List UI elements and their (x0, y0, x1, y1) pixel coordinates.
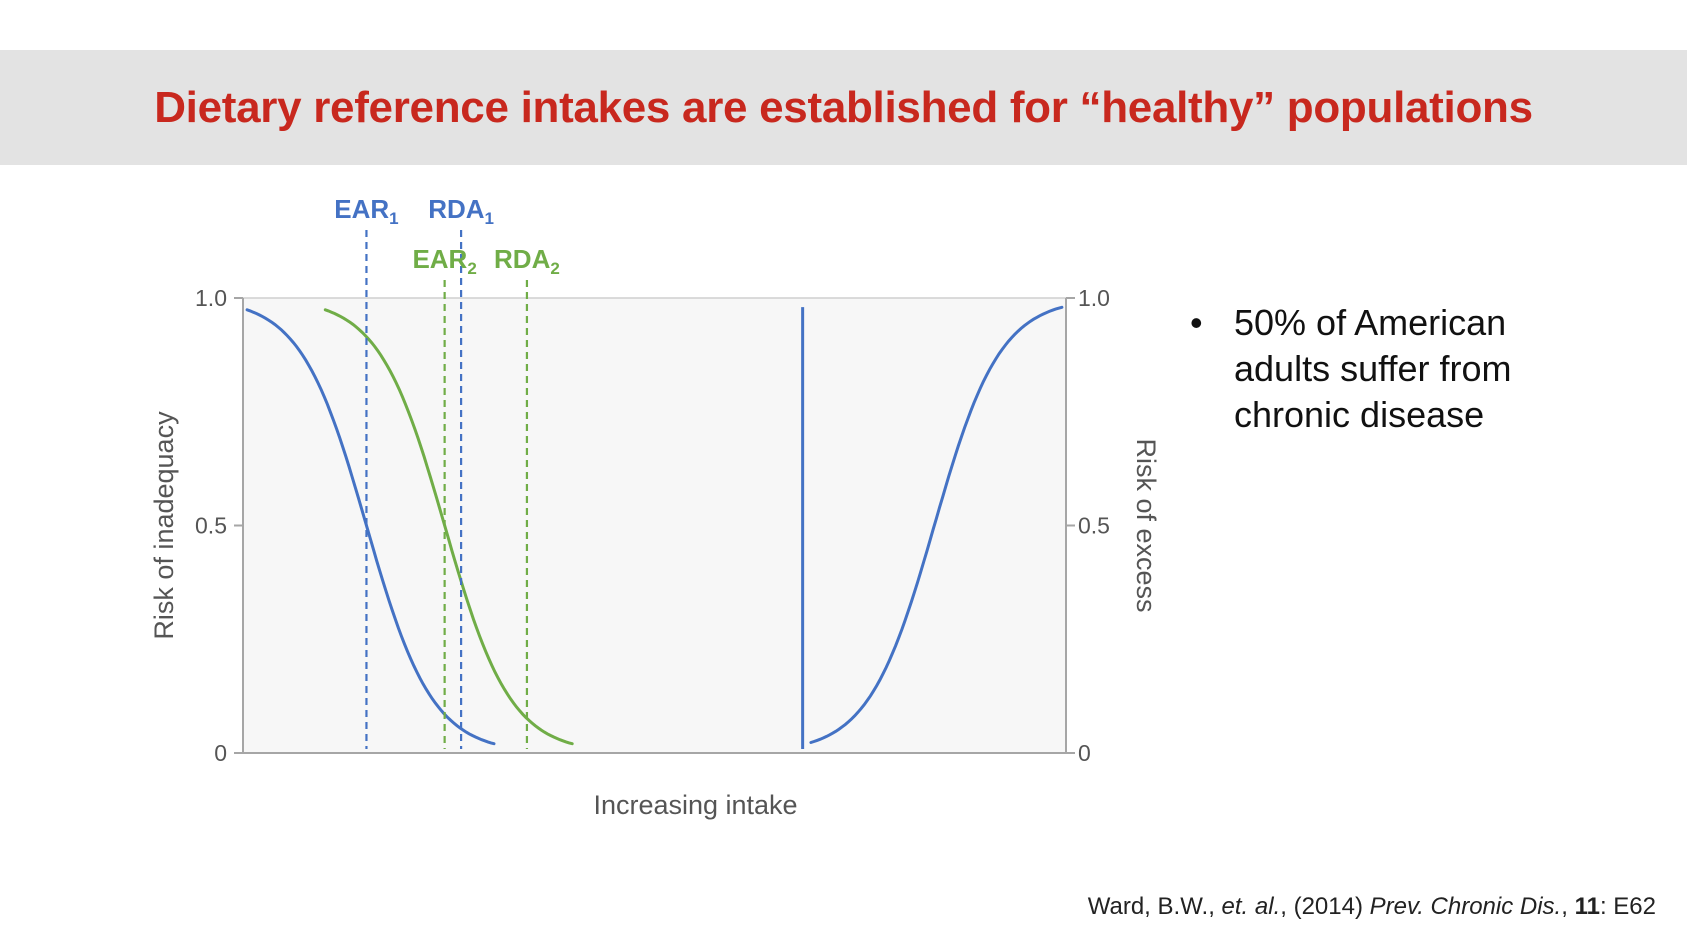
plot-area (243, 298, 1066, 753)
label-rda2: RDA2 (494, 244, 560, 278)
citation-page: : E62 (1599, 893, 1656, 920)
y-tick-label-right: 0.5 (1078, 513, 1110, 539)
citation-year: , (2014) (1280, 893, 1370, 920)
curve-excess-blue (809, 305, 1064, 744)
y-tick-label-right: 1.0 (1078, 285, 1110, 311)
y-axis-label-right: Risk of excess (1131, 438, 1161, 612)
y-tick-label-left: 1.0 (195, 285, 227, 311)
citation-sep: , (1561, 893, 1575, 920)
title-band: Dietary reference intakes are establishe… (0, 50, 1687, 165)
slide-title: Dietary reference intakes are establishe… (154, 82, 1533, 132)
y-axis-label-left: Risk of inadequacy (149, 411, 179, 640)
y-tick-label-left: 0 (214, 740, 227, 766)
curve-inadequacy-green (323, 308, 574, 746)
citation-authors: Ward, B.W., (1087, 893, 1222, 920)
bullet-item: 50% of American adults suffer from chron… (1190, 300, 1610, 438)
curve-inadequacy-blue (245, 308, 496, 746)
y-tick-label-right: 0 (1078, 740, 1091, 766)
citation-journal: Prev. Chronic Dis. (1369, 893, 1562, 920)
label-ear1: EAR1 (334, 194, 398, 228)
citation-volume: 11 (1574, 893, 1600, 920)
citation-etal: et. al. (1221, 893, 1281, 920)
bullet-list: 50% of American adults suffer from chron… (1190, 300, 1610, 438)
citation: Ward, B.W., et. al., (2014) Prev. Chroni… (1088, 893, 1656, 921)
x-axis-label: Increasing intake (593, 790, 797, 820)
y-tick-label-left: 0.5 (195, 513, 227, 539)
label-rda1: RDA1 (428, 194, 494, 228)
label-ear2: EAR2 (412, 244, 476, 278)
